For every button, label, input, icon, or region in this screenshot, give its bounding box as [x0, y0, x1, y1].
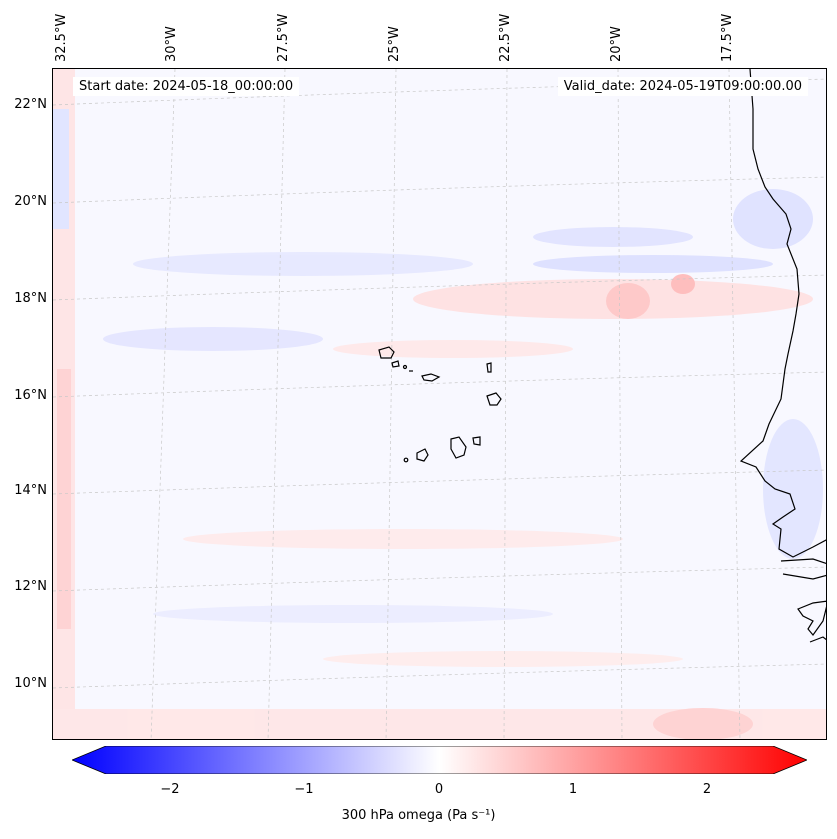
lon-tick-label: 30°W — [164, 26, 179, 62]
lat-tick-label: 18°N — [14, 291, 47, 306]
lat-tick-label: 22°N — [14, 97, 47, 112]
colorbar-tick: 1 — [568, 782, 578, 797]
lat-tick-label: 16°N — [14, 388, 47, 403]
colorbar-tick: −1 — [294, 782, 314, 797]
lon-tick-label: 20°W — [609, 26, 624, 62]
lon-tick-label: 27.5°W — [276, 13, 291, 62]
cape-verde-islands — [378, 346, 502, 463]
coastline — [739, 69, 826, 643]
valid-date-label: Valid_date: 2024-05-19T09:00:00.00 — [557, 77, 808, 96]
colorbar-label: 300 hPa omega (Pa s⁻¹) — [341, 808, 496, 823]
omega-field — [53, 69, 826, 739]
colorbar — [72, 746, 807, 774]
lon-tick-label: 32.5°W — [54, 13, 69, 62]
map-panel: Start date: 2024-05-18_00:00:00 Valid_da… — [52, 68, 827, 740]
lat-tick-label: 12°N — [14, 579, 47, 594]
colorbar-tick: −2 — [160, 782, 180, 797]
lon-tick-label: 25°W — [387, 26, 402, 62]
map-canvas — [53, 69, 826, 739]
graticule — [53, 69, 826, 739]
lat-tick-label: 10°N — [14, 676, 47, 691]
lon-tick-label: 22.5°W — [498, 13, 513, 62]
start-date-label: Start date: 2024-05-18_00:00:00 — [73, 77, 300, 96]
lon-tick-label: 17.5°W — [720, 13, 735, 62]
lat-tick-label: 14°N — [14, 483, 47, 498]
colorbar-tick: 2 — [702, 782, 712, 797]
lat-tick-label: 20°N — [14, 194, 47, 209]
colorbar-tick: 0 — [434, 782, 444, 797]
